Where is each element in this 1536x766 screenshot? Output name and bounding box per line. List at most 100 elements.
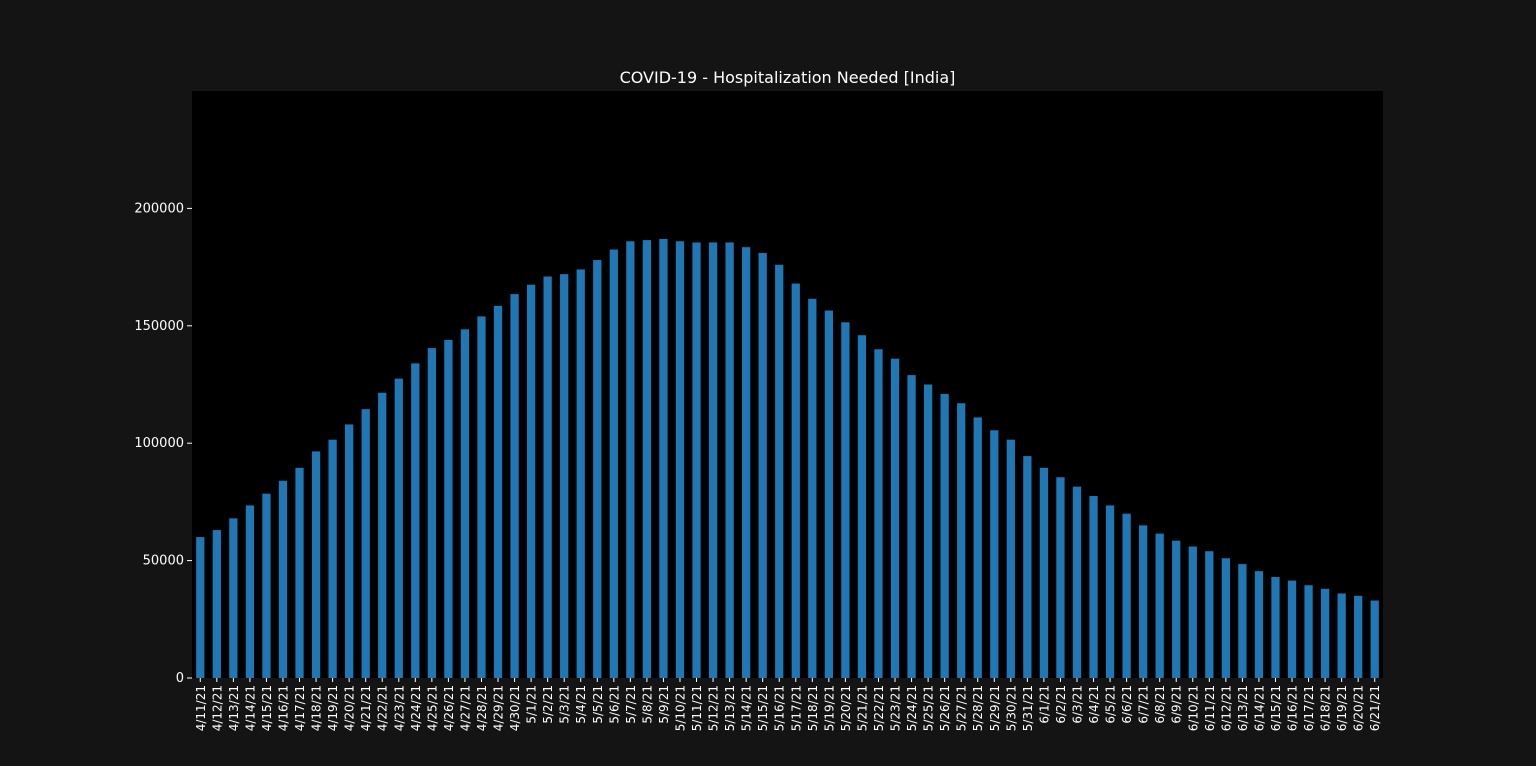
bar-5-31-21 xyxy=(1023,456,1032,678)
x-tick-label: 6/12/21 xyxy=(1219,685,1233,731)
x-tick-label: 6/5/21 xyxy=(1104,685,1118,724)
x-tick-label: 4/24/21 xyxy=(409,685,423,731)
x-tick-label: 6/1/21 xyxy=(1037,685,1051,724)
x-tick-label: 6/10/21 xyxy=(1186,685,1200,731)
bar-5-9-21 xyxy=(659,238,668,679)
bar-4-27-21 xyxy=(460,329,470,678)
x-tick-label: 4/18/21 xyxy=(310,685,324,731)
bar-4-30-21 xyxy=(510,294,519,678)
bar-6-14-21 xyxy=(1254,571,1264,678)
bar-6-15-21 xyxy=(1271,577,1280,678)
x-tick-label: 5/28/21 xyxy=(971,685,985,731)
x-tick-label: 5/17/21 xyxy=(789,685,803,731)
bar-5-20-21 xyxy=(841,322,850,678)
bar-4-19-21 xyxy=(328,439,337,678)
bar-6-6-21 xyxy=(1122,513,1131,678)
bar-4-11-21 xyxy=(196,537,205,678)
x-tick-label: 5/29/21 xyxy=(988,685,1002,731)
bar-6-21-21 xyxy=(1370,600,1379,678)
x-tick-label: 4/26/21 xyxy=(442,685,456,731)
bar-6-10-21 xyxy=(1188,546,1197,678)
x-tick-label: 6/7/21 xyxy=(1137,685,1151,724)
plot-area xyxy=(192,91,1383,678)
x-tick-label: 6/21/21 xyxy=(1368,685,1382,731)
y-tick-label: 100000 xyxy=(134,436,184,451)
bar-6-9-21 xyxy=(1172,540,1181,678)
bar-4-15-21 xyxy=(262,493,271,678)
x-tick-label: 4/30/21 xyxy=(508,685,522,731)
x-tick-label: 6/13/21 xyxy=(1236,685,1250,731)
x-tick-label: 5/10/21 xyxy=(673,685,687,731)
x-tick-label: 5/11/21 xyxy=(690,685,704,731)
bar-6-3-21 xyxy=(1072,486,1082,678)
bar-6-20-21 xyxy=(1354,595,1363,678)
bar-6-13-21 xyxy=(1238,564,1247,678)
x-tick-label: 6/15/21 xyxy=(1269,685,1283,731)
y-tick-label: 0 xyxy=(176,671,184,686)
bar-4-23-21 xyxy=(394,378,403,678)
x-tick-label: 5/7/21 xyxy=(624,685,638,724)
x-tick-label: 5/22/21 xyxy=(872,685,886,731)
x-tick-label: 5/2/21 xyxy=(541,685,555,724)
bar-5-1-21 xyxy=(526,284,536,678)
x-tick-label: 4/28/21 xyxy=(475,685,489,731)
x-tick-label: 5/12/21 xyxy=(707,685,721,731)
bar-5-3-21 xyxy=(560,274,569,678)
bar-4-29-21 xyxy=(493,305,503,678)
x-tick-label: 6/8/21 xyxy=(1153,685,1167,724)
x-tick-label: 5/23/21 xyxy=(889,685,903,731)
x-tick-label: 6/11/21 xyxy=(1203,685,1217,731)
x-tick-label: 6/20/21 xyxy=(1352,685,1366,731)
bar-5-26-21 xyxy=(940,393,949,678)
x-tick-label: 5/14/21 xyxy=(740,685,754,731)
bar-4-28-21 xyxy=(477,316,486,678)
x-tick-label: 4/22/21 xyxy=(376,685,390,731)
x-tick-label: 4/29/21 xyxy=(492,685,506,731)
x-tick-label: 4/17/21 xyxy=(293,685,307,731)
bar-5-24-21 xyxy=(907,375,916,678)
x-tick-label: 5/15/21 xyxy=(756,685,770,731)
x-tick-label: 5/9/21 xyxy=(657,685,671,724)
bar-5-6-21 xyxy=(609,249,618,679)
x-tick-label: 6/19/21 xyxy=(1335,685,1349,731)
x-tick-label: 4/19/21 xyxy=(326,685,340,731)
bar-5-11-21 xyxy=(692,242,701,678)
x-tick-label: 4/21/21 xyxy=(359,685,373,731)
x-tick-label: 5/3/21 xyxy=(558,685,572,724)
bar-6-12-21 xyxy=(1221,558,1230,678)
x-tick-label: 5/16/21 xyxy=(773,685,787,731)
x-tick-label: 5/6/21 xyxy=(607,685,621,724)
x-tick-label: 5/24/21 xyxy=(905,685,919,731)
bar-6-1-21 xyxy=(1039,467,1049,678)
x-tick-label: 5/31/21 xyxy=(1021,685,1035,731)
x-tick-label: 4/11/21 xyxy=(194,685,208,731)
x-tick-label: 4/15/21 xyxy=(260,685,274,731)
bar-5-8-21 xyxy=(642,240,652,678)
bar-6-17-21 xyxy=(1304,585,1313,678)
bars xyxy=(196,238,1379,679)
bar-5-22-21 xyxy=(874,349,883,678)
bar-5-23-21 xyxy=(890,358,900,678)
x-tick-label: 6/18/21 xyxy=(1319,685,1333,731)
bar-5-13-21 xyxy=(725,242,734,678)
bar-6-2-21 xyxy=(1056,477,1065,678)
bar-4-26-21 xyxy=(444,339,453,678)
bar-5-19-21 xyxy=(824,310,833,678)
x-tick-label: 6/4/21 xyxy=(1087,685,1101,724)
x-tick-label: 5/1/21 xyxy=(525,685,539,724)
bar-6-5-21 xyxy=(1105,505,1115,678)
bar-5-18-21 xyxy=(808,298,817,678)
bar-4-24-21 xyxy=(411,363,420,678)
bar-6-16-21 xyxy=(1287,580,1297,678)
x-tick-label: 5/5/21 xyxy=(591,685,605,724)
bar-6-18-21 xyxy=(1320,588,1330,678)
bar-5-10-21 xyxy=(675,241,685,678)
bar-4-20-21 xyxy=(345,424,354,678)
x-tick-label: 4/25/21 xyxy=(425,685,439,731)
x-tick-label: 5/25/21 xyxy=(922,685,936,731)
bar-6-19-21 xyxy=(1337,593,1346,678)
bar-4-16-21 xyxy=(278,480,288,678)
